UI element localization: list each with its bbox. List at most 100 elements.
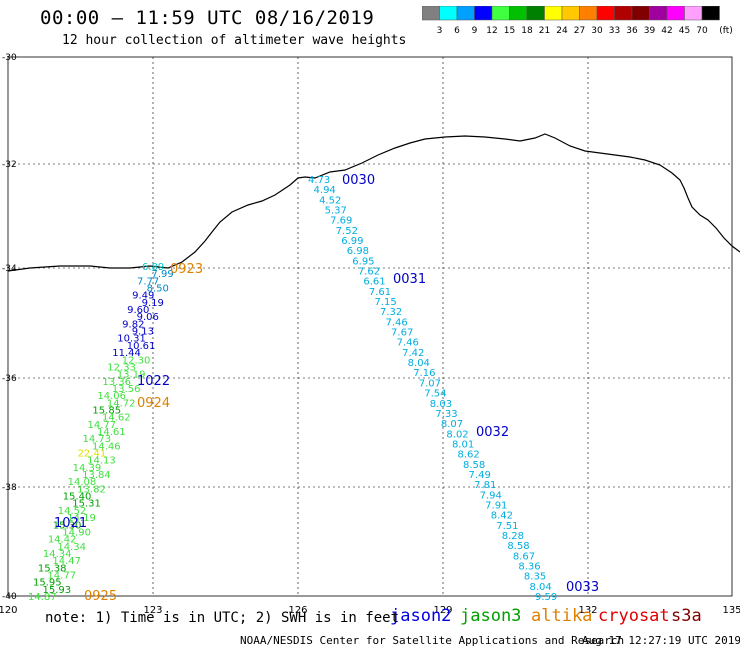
track-value-jason2: 8.03: [430, 399, 452, 410]
track-value-jason2: 5.37: [325, 206, 347, 217]
track-value-jason2: 9.59: [535, 592, 557, 603]
colorbar-tick-label: 27: [574, 26, 585, 36]
track-value-jason3: 14.39: [73, 463, 102, 474]
track-value-jason2: 6.61: [363, 277, 385, 288]
track-value-jason2: 7.33: [435, 409, 457, 420]
track-value-jason2: 4.52: [319, 195, 341, 206]
track-value-jason3: 13.84: [82, 470, 111, 481]
pass-time-label: 0030: [342, 173, 375, 188]
track-value-jason3: 15.95: [33, 578, 62, 589]
track-value-jason3: 11.44: [112, 348, 141, 359]
track-value-jason3: 14.77: [47, 570, 76, 581]
track-value-jason2: 8.62: [457, 450, 479, 461]
track-value-jason2: 7.91: [485, 500, 507, 511]
track-value-jason3: 14.61: [97, 427, 126, 438]
track-value-jason2: 7.46: [397, 338, 419, 349]
pass-time-label: 0033: [566, 580, 599, 595]
track-value-jason2: 8.01: [452, 439, 474, 450]
track-value-jason3: 12.30: [122, 355, 151, 366]
track-value-jason3: 14.72: [107, 398, 136, 409]
track-value-jason2: 4.73: [308, 175, 330, 186]
track-value-jason2: 7.52: [336, 226, 358, 237]
colorbar-tick-label: 42: [661, 26, 672, 36]
track-value-jason3: 14.08: [68, 477, 97, 488]
track-value-jason2: 8.58: [463, 460, 485, 471]
colorbar-tick-label: 45: [679, 26, 690, 36]
colorbar-tick-label: 12: [486, 26, 497, 36]
lat-tick-label: -34: [2, 264, 17, 274]
track-value-jason3: 7.99: [152, 269, 174, 280]
track-value-jason3: 14.42: [48, 535, 77, 546]
track-value-jason2: 7.07: [419, 378, 441, 389]
track-value-jason2: 8.42: [491, 511, 513, 522]
track-value-jason3: 9.13: [132, 327, 154, 338]
track-value-jason2: 7.67: [391, 328, 413, 339]
colorbar-unit-label: (ft): [719, 26, 733, 36]
track-value-jason3: 9.82: [122, 319, 144, 330]
track-value-jason2: 8.07: [441, 419, 463, 430]
colorbar-legend: 3 6 9 12 15 18 21 24 27 30 33 36 39 42 45 70 (ft): [422, 6, 733, 36]
colorbar-tick-label: 21: [539, 26, 550, 36]
lon-tick-label: 135: [722, 605, 740, 616]
note-text: note: 1) Time is in UTC; 2) SWH is in fe…: [45, 610, 400, 626]
track-value-jason2: 8.04: [408, 358, 430, 369]
lon-tick-label: 126: [288, 605, 307, 616]
track-value-jason2: 7.94: [480, 490, 502, 501]
track-value-jason2: 6.95: [352, 256, 374, 267]
lon-tick-label: 132: [578, 605, 597, 616]
colorbar-swatch: [701, 6, 720, 21]
track-value-jason3: 14.06: [97, 391, 126, 402]
track-value-jason3: 9.60: [127, 305, 149, 316]
colorbar-tick-label: 24: [556, 26, 568, 36]
track-value-jason3: 14.90: [62, 527, 91, 538]
track-value-jason2: 8.58: [507, 541, 529, 552]
track-value-jason3: 15.38: [38, 563, 67, 574]
track-value-jason3: 9.49: [132, 291, 154, 302]
track-value-jason3: 13.19: [117, 370, 146, 381]
track-value-jason2: 6.98: [347, 246, 369, 257]
track-value-jason3: 14.62: [102, 413, 131, 424]
pass-time-label: 0032: [476, 425, 509, 440]
track-value-jason3: 14.77: [87, 420, 116, 431]
colorbar-tick-label: 15: [504, 26, 515, 36]
track-value-jason3: 15.30: [53, 520, 82, 531]
lat-tick-label: -38: [2, 483, 17, 493]
lat-tick-label: -30: [2, 53, 17, 63]
track-value-jason3: 15.40: [63, 492, 92, 503]
track-value-jason2: 7.16: [413, 368, 435, 379]
track-value-jason3: 14.13: [87, 456, 116, 467]
track-value-jason3: 15.85: [92, 405, 121, 416]
track-value-jason3: 13.82: [77, 484, 106, 495]
track-value-jason3: 14.73: [83, 434, 112, 445]
track-value-jason2: 6.99: [341, 236, 363, 247]
colorbar-tick-label: 9: [472, 26, 478, 36]
lat-tick-label: -40: [2, 592, 17, 602]
pass-time-label: 0924: [137, 396, 170, 411]
pass-time-label: 0031: [393, 272, 426, 287]
track-value-jason2: 8.35: [524, 572, 546, 583]
track-value-jason3: 10.31: [117, 334, 146, 345]
legend-altika: altika: [531, 606, 593, 626]
track-value-jason3: 12.33: [107, 362, 136, 373]
track-value-jason3: 14.34: [43, 549, 72, 560]
track-value-jason3: 9.19: [142, 298, 164, 309]
track-value-jason2: 8.02: [446, 429, 468, 440]
track-value-jason2: 7.49: [469, 470, 491, 481]
track-value-jason2: 7.69: [330, 216, 352, 227]
map-title: 00:00 – 11:59 UTC 08/16/2019: [40, 7, 375, 29]
colorbar-tick-label: 39: [644, 26, 656, 36]
track-value-jason2: 7.61: [369, 287, 391, 298]
map-subtitle: 12 hour collection of altimeter wave hei…: [62, 33, 407, 48]
colorbar-tick-label: 33: [609, 26, 620, 36]
legend-jason3: jason3: [460, 606, 522, 626]
track-value-jason2: 7.62: [358, 267, 380, 278]
legend-jason2: jason2: [390, 606, 452, 626]
track-value-jason2: 8.28: [502, 531, 524, 542]
track-value-jason3: 14.87: [28, 592, 57, 603]
track-value-jason3: 14.52: [58, 506, 87, 517]
lat-tick-label: -32: [2, 160, 17, 170]
track-value-jason2: 7.42: [402, 348, 424, 359]
colorbar-tick-label: 18: [521, 26, 533, 36]
lon-tick-label: 120: [0, 605, 18, 616]
map-frame: [7, 56, 733, 597]
